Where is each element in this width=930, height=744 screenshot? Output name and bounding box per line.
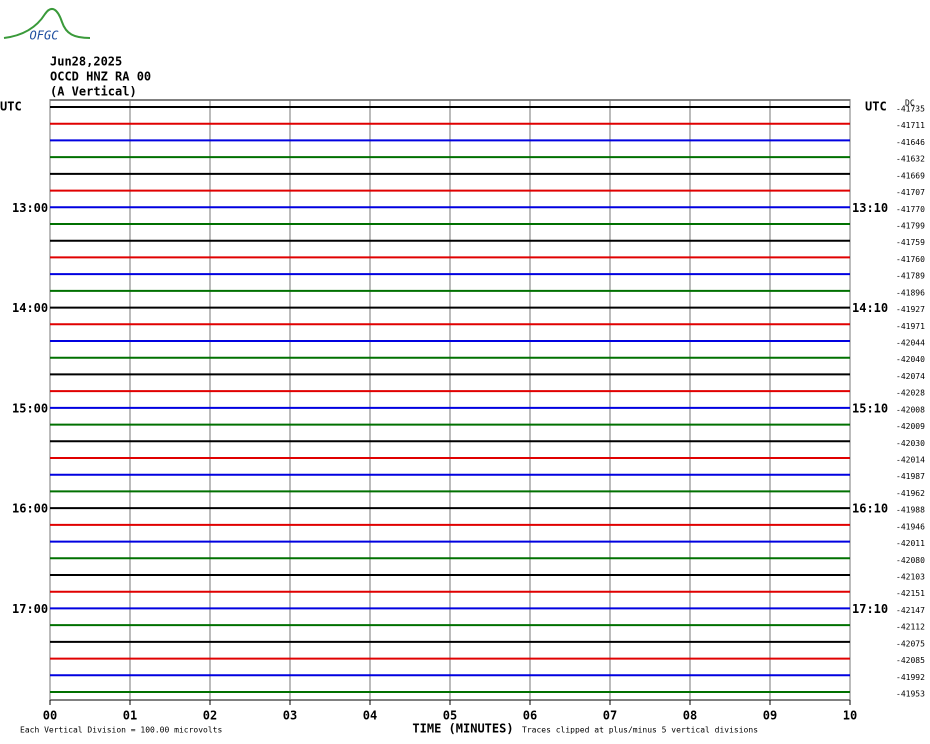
left-time-label: 17:00 (12, 602, 48, 616)
offset-label: -42112 (896, 623, 925, 632)
x-tick-label: 10 (843, 709, 857, 723)
x-tick-label: 08 (683, 709, 697, 723)
x-tick-label: 06 (523, 709, 537, 723)
offset-label: -41953 (896, 690, 925, 699)
offset-label: -42009 (896, 422, 925, 431)
clip-note: Traces clipped at plus/minus 5 vertical … (522, 726, 758, 735)
logo-text: OFGC (30, 29, 60, 43)
offset-label: -41946 (896, 522, 925, 531)
x-tick-label: 07 (603, 709, 617, 723)
offset-label: -41971 (896, 322, 925, 331)
offset-label: -41987 (896, 472, 925, 481)
date: Jun28,2025 (50, 55, 122, 69)
offset-label: -42147 (896, 606, 925, 615)
left-time-label: 13:00 (12, 201, 48, 215)
left-time-label: 16:00 (12, 502, 48, 516)
right-time-label: 14:10 (852, 301, 888, 315)
right-time-label: 17:10 (852, 602, 888, 616)
logo-curve (3, 7, 91, 39)
offset-label: -42085 (896, 656, 925, 665)
component: (A Vertical) (50, 85, 137, 99)
offset-label: -42151 (896, 589, 925, 598)
offset-label: -41789 (896, 272, 925, 281)
scale-note: Each Vertical Division = 100.00 microvol… (20, 726, 222, 735)
offset-label: -42014 (896, 456, 925, 465)
x-tick-label: 03 (283, 709, 297, 723)
offset-label: -41669 (896, 171, 925, 180)
offset-label: -41992 (896, 673, 925, 682)
offset-label: -42080 (896, 556, 925, 565)
x-tick-label: 01 (123, 709, 137, 723)
offset-label: -42074 (896, 372, 925, 381)
x-tick-label: 05 (443, 709, 457, 723)
x-tick-label: 02 (203, 709, 217, 723)
offset-label: -41646 (896, 138, 925, 147)
left-time-label: 14:00 (12, 301, 48, 315)
offset-label: -42044 (896, 339, 925, 348)
left-time-label: 15:00 (12, 401, 48, 415)
offset-label: -42103 (896, 573, 925, 582)
offset-label: -42008 (896, 405, 925, 414)
right-zone: UTC (865, 100, 887, 114)
offset-label: -41799 (896, 222, 925, 231)
offset-header: DC (905, 99, 915, 108)
offset-label: -42075 (896, 639, 925, 648)
offset-label: -41735 (896, 105, 925, 114)
x-tick-label: 04 (363, 709, 377, 723)
offset-label: -41707 (896, 188, 925, 197)
offset-label: -41711 (896, 121, 925, 130)
offset-label: -42040 (896, 355, 925, 364)
offset-label: -42011 (896, 539, 925, 548)
offset-label: -41770 (896, 205, 925, 214)
offset-label: -42028 (896, 389, 925, 398)
left-zone: UTC (0, 100, 22, 114)
x-axis-title: TIME (MINUTES) (412, 722, 513, 736)
offset-label: -41759 (896, 238, 925, 247)
right-time-label: 13:10 (852, 201, 888, 215)
right-time-label: 15:10 (852, 401, 888, 415)
x-tick-label: 00 (43, 709, 57, 723)
offset-label: -41927 (896, 305, 925, 314)
x-tick-label: 09 (763, 709, 777, 723)
offset-label: -41896 (896, 288, 925, 297)
right-time-label: 16:10 (852, 502, 888, 516)
offset-label: -41988 (896, 506, 925, 515)
offset-label: -41962 (896, 489, 925, 498)
offset-label: -41632 (896, 155, 925, 164)
offset-label: -42030 (896, 439, 925, 448)
station: OCCD HNZ RA 00 (50, 70, 151, 84)
offset-label: -41760 (896, 255, 925, 264)
